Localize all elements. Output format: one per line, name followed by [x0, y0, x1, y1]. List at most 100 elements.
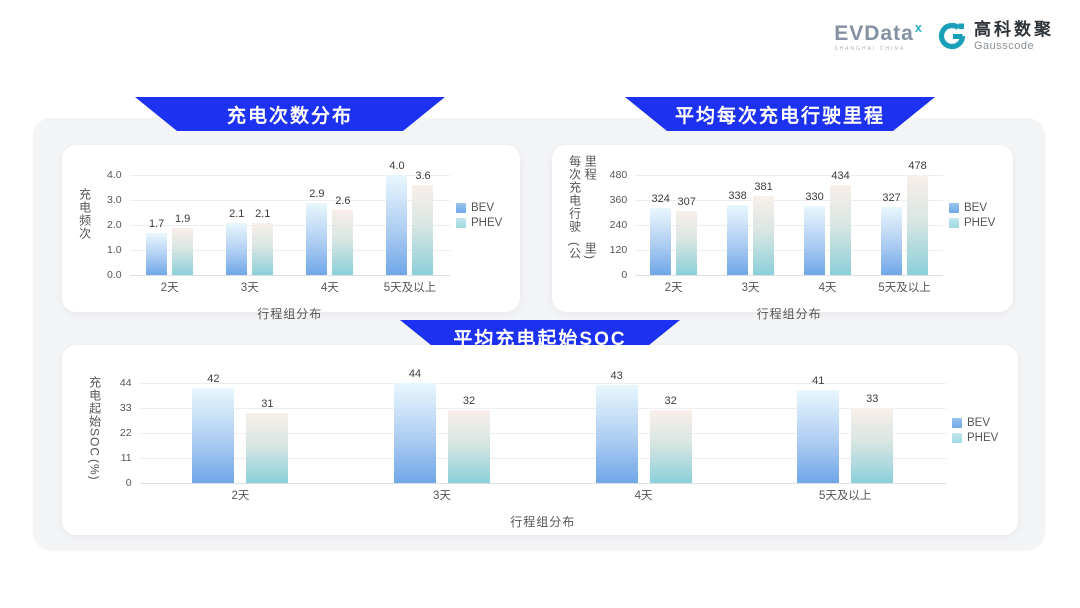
y-tick-label: 360 [609, 194, 628, 206]
y-axis-title-line: (%) [87, 458, 102, 481]
legend-item-phev: PHEV [456, 217, 510, 229]
x-category-row: 2天 3天 4天 5天及以上 [635, 279, 943, 295]
bar-value-label: 327 [882, 191, 901, 204]
bar-value-label: 2.6 [335, 195, 351, 207]
bar-value-label: 324 [651, 192, 670, 205]
legend: BEV PHEV [952, 414, 1006, 447]
legend-swatch-bev [456, 203, 466, 213]
bar-group: 42 31 [140, 373, 342, 483]
chart3-title: 平均充电起始SOC [453, 328, 627, 350]
bar-value-label: 434 [831, 169, 850, 182]
bar-value-label: 31 [261, 397, 274, 410]
bar-bev: 41 [797, 375, 840, 483]
bar-bev: 338 [727, 190, 749, 275]
grid-line [139, 408, 946, 409]
bar-group: 338 381 [712, 175, 789, 275]
y-tick-label: 11 [120, 452, 132, 464]
x-category-label: 2天 [231, 490, 250, 502]
grid-line [635, 250, 943, 251]
grid-line [139, 458, 946, 459]
chart-body: 充电频次 4.0 3.0 2.0 1.0 0.0 1.7 1.9 2.1 2.1 2.9 2.6 4.0… [76, 155, 512, 321]
legend: BEV PHEV [456, 199, 510, 232]
bar-group: 2.9 2.6 [290, 175, 370, 275]
bar-value-label: 1.7 [148, 217, 165, 230]
y-axis-ticks: 4.0 3.0 2.0 1.0 0.0 [92, 169, 124, 281]
evdata-x-mark: x [914, 19, 923, 35]
bar-phev: 33 [851, 393, 894, 483]
x-category-label: 3天 [741, 282, 760, 294]
legend-swatch-phev [949, 218, 959, 228]
bar-value-label: 4.0 [389, 160, 405, 172]
bar-phev: 478 [907, 160, 929, 275]
bar-bev: 324 [650, 193, 672, 275]
bar-bev: 43 [595, 370, 638, 483]
bar-phev: 31 [246, 398, 289, 483]
legend-swatch-phev [456, 218, 466, 228]
legend-label: PHEV [471, 217, 503, 229]
y-tick-label: 22 [119, 427, 132, 439]
legend-label: PHEV [967, 431, 999, 444]
legend: BEV PHEV [949, 199, 1003, 232]
legend-item-phev: PHEV [952, 432, 1006, 444]
legend-label: BEV [967, 416, 991, 429]
x-axis-title: 行程组分布 [510, 515, 576, 529]
y-tick-label: 33 [119, 402, 132, 414]
x-category-label: 5天及以上 [819, 490, 872, 502]
y-axis-title: 每次充电行驶里程 (公里) [566, 155, 598, 272]
legend-swatch-phev [952, 432, 962, 443]
legend-item-phev: PHEV [949, 217, 1003, 229]
grid-line [129, 175, 450, 176]
chart-card-charging-counts: 充电频次 4.0 3.0 2.0 1.0 0.0 1.7 1.9 2.1 2.1 2.9 2.6 4.0… [62, 145, 520, 321]
bar-bev: 330 [804, 191, 826, 275]
x-category-label: 5天及以上 [383, 282, 437, 294]
grid-line [129, 200, 450, 201]
y-axis-title: 充电频次 [76, 188, 92, 240]
y-tick-label: 3.0 [106, 194, 122, 206]
x-category-row: 2天 3天 4天 5天及以上 [130, 279, 450, 295]
bar-value-label: 381 [754, 180, 773, 193]
bar-bev: 2.9 [306, 188, 328, 275]
bar-value-label: 338 [728, 189, 747, 202]
chart2-title: 平均每次充电行驶里程 [674, 105, 885, 127]
y-tick-label: 120 [609, 244, 628, 256]
bar-groups: 324 307 338 381 330 434 327 478 [635, 160, 943, 275]
y-tick-label: 4.0 [106, 169, 122, 181]
bar-value-label: 44 [408, 368, 422, 380]
y-axis-ticks: 44 33 22 11 0 [102, 377, 134, 489]
bar-value-label: 43 [610, 370, 623, 383]
x-category-row: 2天 3天 4天 5天及以上 [140, 487, 946, 503]
y-tick-label: 0 [125, 477, 132, 489]
bar-bev: 1.7 [146, 218, 168, 275]
evdata-caption: SHANGHAI CHINA [834, 45, 906, 52]
bar-bev: 42 [192, 373, 235, 483]
grid-line [139, 433, 946, 434]
bar-groups: 1.7 1.9 2.1 2.1 2.9 2.6 4.0 3.6 [130, 160, 450, 275]
legend-item-bev: BEV [949, 202, 1003, 214]
chart-card-start-soc: 充电起始SOC (%) 44 33 22 11 0 42 31 44 32 43 32 41 33 2天 3天 4… [62, 345, 1018, 535]
y-axis-title-line: (公里) [567, 242, 598, 261]
y-tick-label: 44 [119, 377, 132, 389]
x-category-label: 4天 [320, 282, 339, 294]
bar-group: 44 32 [341, 368, 543, 483]
bar-group: 41 33 [744, 375, 946, 483]
bar-phev: 1.9 [172, 213, 194, 275]
legend-label: PHEV [964, 217, 996, 229]
bar-value-label: 33 [866, 393, 879, 405]
bar-value-label: 2.9 [309, 187, 325, 200]
dashboard-panel: 充电次数分布 平均每次充电行驶里程 平均充电起始SOC 充电频次 4.0 3.0 2.… [33, 118, 1045, 550]
header-logo-group: EVDatax SHANGHAI CHINA 高科数聚 Gausscode [834, 20, 1054, 52]
chart-plot-area: 1.7 1.9 2.1 2.1 2.9 2.6 4.0 3.6 2天 3天 4天 5天及以上 行程组分布 [129, 155, 450, 322]
bar-phev: 381 [753, 181, 775, 275]
y-axis-title-line: 充电频次 [77, 187, 92, 240]
gausscode-cn-name: 高科数聚 [974, 20, 1054, 39]
bar-phev: 2.1 [252, 208, 274, 275]
grid-line [139, 483, 946, 484]
x-category-label: 4天 [818, 282, 837, 294]
grid-line [139, 383, 946, 384]
legend-label: BEV [471, 202, 495, 214]
x-category-label: 3天 [240, 282, 259, 294]
y-tick-label: 240 [609, 219, 628, 231]
bar-phev: 32 [649, 395, 692, 483]
bar-value-label: 478 [908, 160, 927, 173]
bar-group: 330 434 [789, 170, 866, 275]
